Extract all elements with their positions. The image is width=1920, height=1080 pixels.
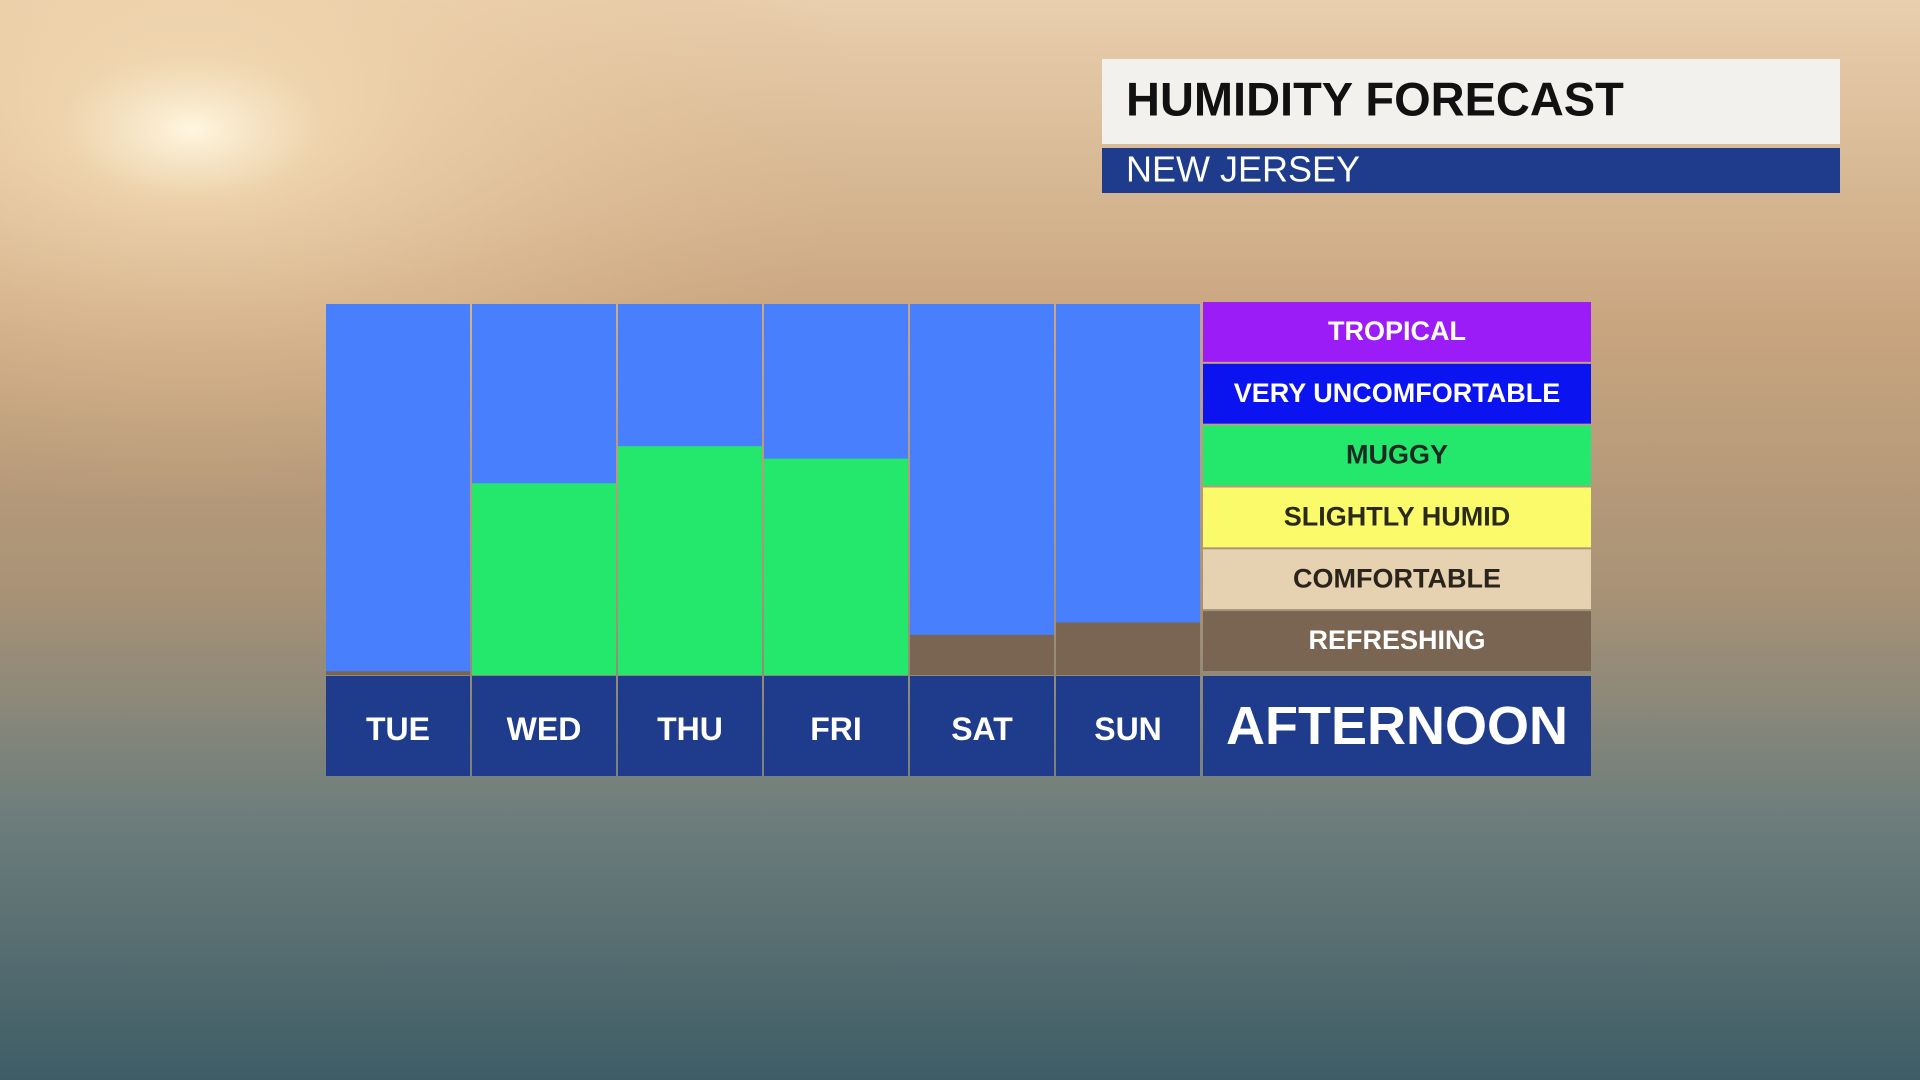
x-tick-label: TUE: [366, 711, 430, 747]
bar: [618, 446, 762, 675]
legend-label: VERY UNCOMFORTABLE: [1234, 378, 1561, 408]
bar-background: [910, 304, 1054, 675]
legend-swatch: [1203, 363, 1591, 424]
bar: [472, 483, 616, 675]
legend-label: COMFORTABLE: [1293, 563, 1501, 593]
legend-swatch: [1203, 487, 1591, 548]
x-tick-label: FRI: [810, 711, 862, 747]
x-tick-label: SUN: [1094, 711, 1162, 747]
day-cell: [1056, 676, 1200, 776]
bar-background: [1056, 304, 1200, 675]
subtitle-box: [1102, 148, 1840, 193]
x-tick-label: WED: [507, 711, 582, 747]
day-cell: [472, 676, 616, 776]
x-tick-label: THU: [657, 711, 723, 747]
legend-label: REFRESHING: [1308, 625, 1485, 655]
legend-label: MUGGY: [1346, 440, 1448, 470]
legend-label: TROPICAL: [1328, 316, 1466, 346]
title-box: [1102, 59, 1840, 144]
day-cell: [326, 676, 470, 776]
legend-swatch: [1203, 425, 1591, 486]
legend-swatch: [1203, 549, 1591, 610]
legend-swatch: [1203, 302, 1591, 362]
bar-background: [326, 304, 470, 675]
x-axis-label: AFTERNOON: [1226, 696, 1568, 756]
legend-swatch: [1203, 611, 1591, 671]
day-cell: [618, 676, 762, 776]
legend-label: SLIGHTLY HUMID: [1284, 502, 1511, 532]
x-tick-label: SAT: [951, 711, 1013, 747]
day-cell: [910, 676, 1054, 776]
day-cell: [764, 676, 908, 776]
chart-title: HUMIDITY FORECAST: [1126, 72, 1624, 125]
bar: [1056, 622, 1200, 675]
x-label-cell: [1203, 676, 1591, 776]
chart-subtitle: NEW JERSEY: [1126, 149, 1360, 190]
bar: [326, 671, 470, 675]
bar: [764, 458, 908, 675]
bar: [910, 634, 1054, 675]
